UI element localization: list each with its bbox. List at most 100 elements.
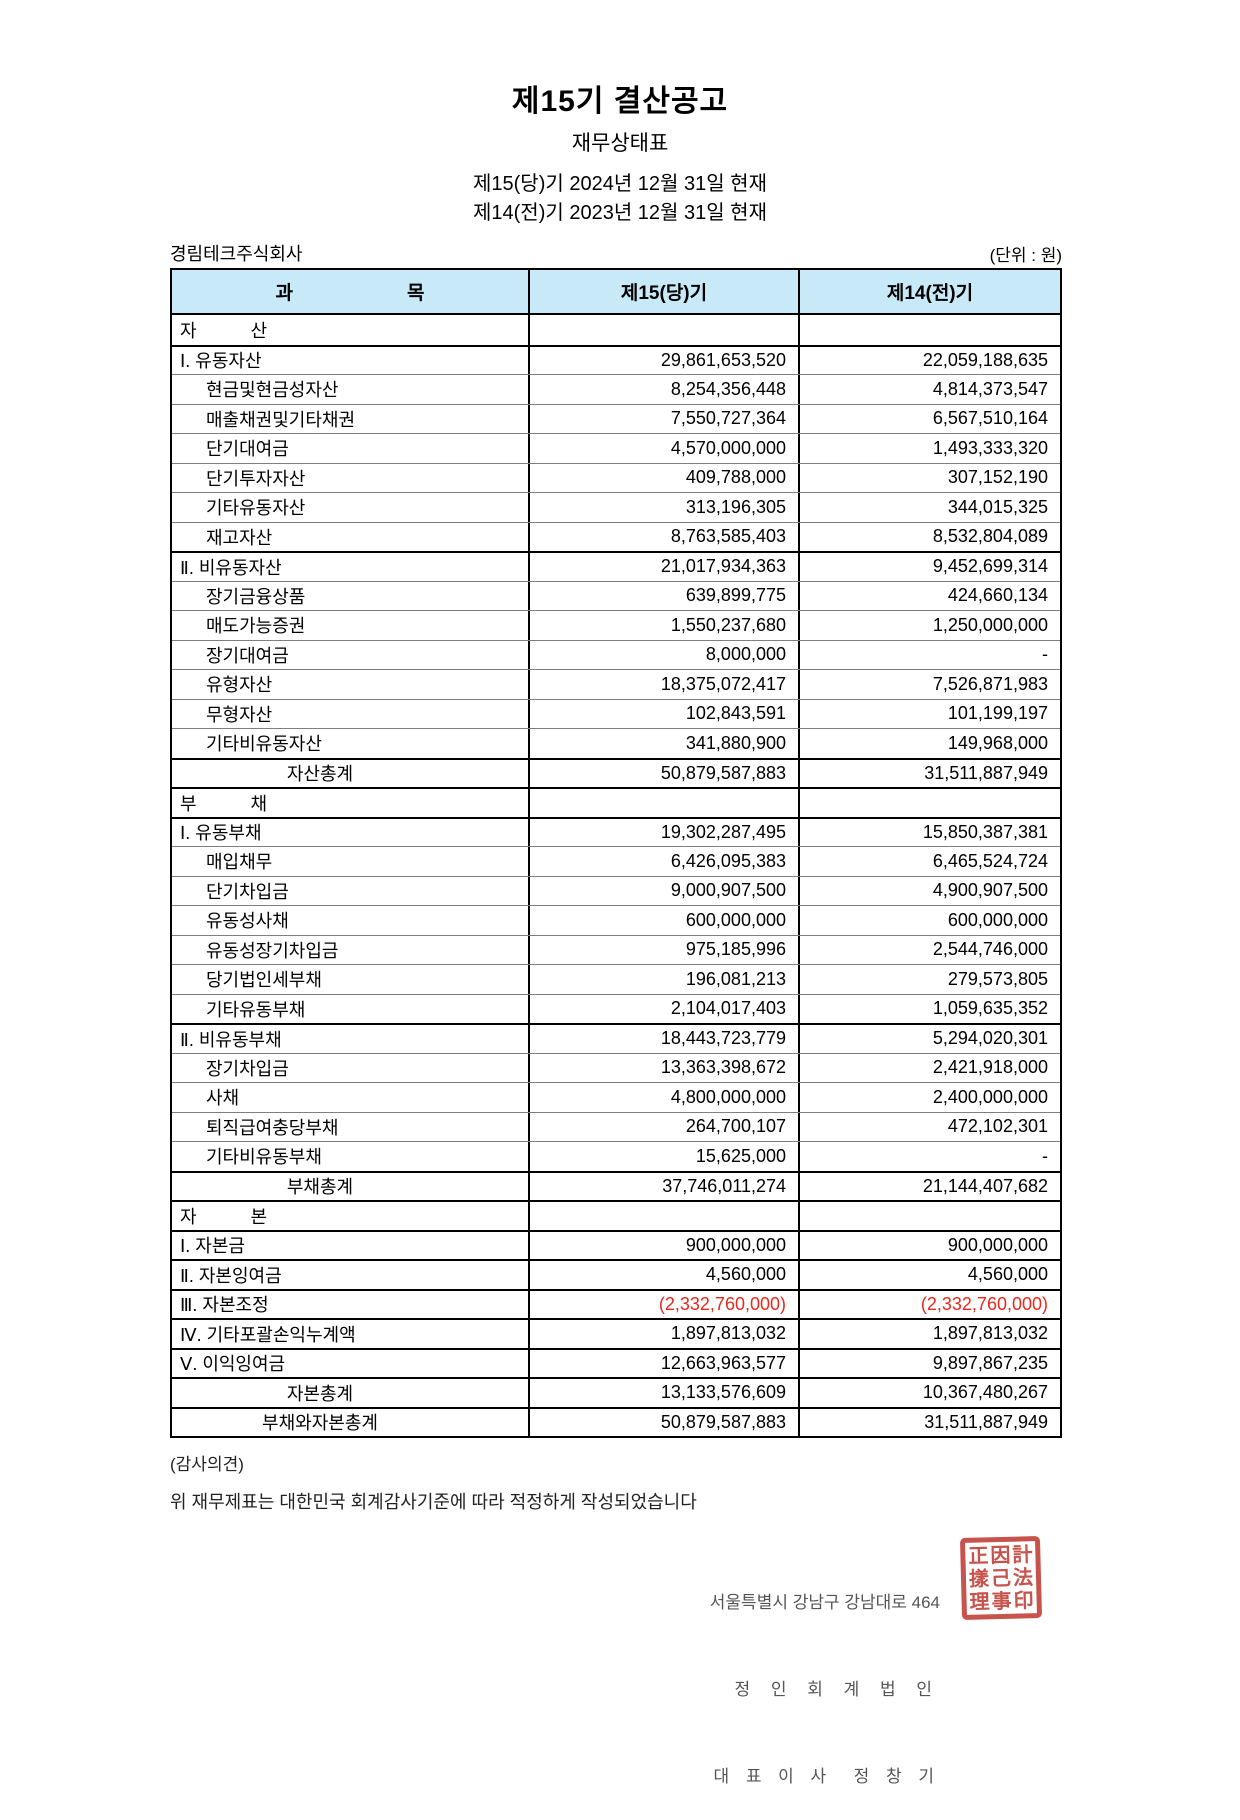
seal-glyph: 法 — [1012, 1565, 1034, 1590]
table-row: Ⅲ. 자본조정 (2,332,760,000) (2,332,760,000) — [172, 1288, 1060, 1318]
audit-opinion-heading: (감사의견) — [170, 1455, 244, 1474]
table-row: 장기금융상품 639,899,775 424,660,134 — [172, 580, 1060, 610]
value-prior-period: 424,660,134 — [798, 581, 1060, 610]
value-prior-period: 600,000,000 — [798, 906, 1060, 935]
value-prior-period: 279,573,805 — [798, 965, 1060, 994]
auditor-ceo-name: 대 표 이 사 정 창 기 — [713, 1767, 940, 1786]
table-row: Ⅳ. 기타포괄손익누계액 1,897,813,032 1,897,813,032 — [172, 1318, 1060, 1348]
financial-table-body: 자 산 Ⅰ. 유동자산 29,861,653,520 22,059,188,635 현금… — [172, 315, 1060, 1436]
auditor-signature-block: 서울특별시 강남구 강남대로 464 정 인 회 계 법 인 대 표 이 사 정… — [710, 1530, 940, 1820]
value-prior-period: - — [798, 640, 1060, 669]
value-prior-period: 101,199,197 — [798, 699, 1060, 728]
corporate-seal: 正因計㨾己法理事印 — [959, 1535, 1043, 1621]
value-prior-period: 6,465,524,724 — [798, 847, 1060, 876]
value-prior-period: 1,250,000,000 — [798, 611, 1060, 640]
value-current-period: 13,133,576,609 — [528, 1379, 798, 1407]
value-prior-period: 2,544,746,000 — [798, 935, 1060, 964]
value-current-period — [528, 789, 798, 817]
row-label: Ⅳ. 기타포괄손익누계액 — [180, 1324, 356, 1345]
value-current-period: 18,375,072,417 — [528, 670, 798, 699]
value-current-period: (2,332,760,000) — [528, 1290, 798, 1318]
row-label: 유동성사채 — [206, 911, 289, 932]
row-label: 부채와자본총계 — [262, 1413, 378, 1434]
table-header-account: 과 목 — [275, 283, 425, 304]
row-label: 단기차입금 — [206, 881, 289, 902]
value-prior-period: 2,421,918,000 — [798, 1053, 1060, 1082]
table-row: 자 본 — [172, 1200, 1060, 1230]
table-meta-row: 경림테크주식회사 (단위 : 원) — [170, 238, 1062, 266]
value-prior-period: 307,152,190 — [798, 463, 1060, 492]
value-current-period: 19,302,287,495 — [528, 818, 798, 846]
row-label: 부채총계 — [286, 1177, 354, 1198]
value-prior-period: (2,332,760,000) — [798, 1290, 1060, 1318]
value-prior-period: 31,511,887,949 — [798, 1408, 1060, 1436]
table-row: 부 채 — [172, 787, 1060, 817]
row-label: 장기차입금 — [206, 1058, 289, 1079]
table-row: Ⅱ. 자본잉여금 4,560,000 4,560,000 — [172, 1259, 1060, 1289]
table-row: 유동성장기차입금 975,185,996 2,544,746,000 — [172, 934, 1060, 964]
row-label: 유형자산 — [206, 675, 273, 696]
seal-glyph: 因 — [990, 1543, 1011, 1568]
seal-glyph: 己 — [990, 1565, 1012, 1591]
auditor-firm-name: 정 인 회 계 법 인 — [734, 1680, 940, 1699]
value-current-period: 21,017,934,363 — [528, 553, 798, 581]
value-prior-period: - — [798, 1142, 1060, 1171]
table-row: 매출채권및기타채권 7,550,727,364 6,567,510,164 — [172, 403, 1060, 433]
table-row: 기타비유동자산 341,880,900 149,968,000 — [172, 728, 1060, 758]
value-current-period: 264,700,107 — [528, 1112, 798, 1141]
row-label: Ⅰ. 유동자산 — [180, 351, 262, 372]
value-current-period: 9,000,907,500 — [528, 876, 798, 905]
value-prior-period: 6,567,510,164 — [798, 404, 1060, 433]
row-label: 유동성장기차입금 — [206, 940, 339, 961]
value-prior-period: 9,897,867,235 — [798, 1349, 1060, 1377]
table-row: 유형자산 18,375,072,417 7,526,871,983 — [172, 669, 1060, 699]
table-row: 매입채무 6,426,095,383 6,465,524,724 — [172, 846, 1060, 876]
value-prior-period: 31,511,887,949 — [798, 759, 1060, 787]
value-prior-period: 2,400,000,000 — [798, 1083, 1060, 1112]
row-label: 재고자산 — [206, 527, 273, 548]
row-label: 매입채무 — [206, 852, 273, 873]
value-prior-period: 4,560,000 — [798, 1261, 1060, 1289]
value-current-period: 1,550,237,680 — [528, 611, 798, 640]
value-current-period: 50,879,587,883 — [528, 1408, 798, 1436]
value-current-period: 18,443,723,779 — [528, 1025, 798, 1053]
value-current-period — [528, 1202, 798, 1230]
value-current-period: 196,081,213 — [528, 965, 798, 994]
value-prior-period: 4,814,373,547 — [798, 375, 1060, 404]
value-current-period: 341,880,900 — [528, 729, 798, 758]
row-label: 무형자산 — [206, 704, 273, 725]
value-prior-period: 9,452,699,314 — [798, 553, 1060, 581]
value-current-period: 600,000,000 — [528, 906, 798, 935]
value-prior-period: 900,000,000 — [798, 1231, 1060, 1259]
table-row: 부채와자본총계 50,879,587,883 31,511,887,949 — [172, 1406, 1060, 1436]
row-label: 자산총계 — [286, 764, 354, 785]
value-prior-period: 472,102,301 — [798, 1112, 1060, 1141]
table-row: 현금및현금성자산 8,254,356,448 4,814,373,547 — [172, 374, 1060, 404]
report-subtitle: 재무상태표 — [571, 132, 669, 155]
table-row: 기타유동자산 313,196,305 344,015,325 — [172, 492, 1060, 522]
value-current-period: 639,899,775 — [528, 581, 798, 610]
table-row: 유동성사채 600,000,000 600,000,000 — [172, 905, 1060, 935]
seal-glyph: 印 — [1013, 1587, 1034, 1613]
value-prior-period: 1,493,333,320 — [798, 434, 1060, 463]
row-label: 부 채 — [180, 793, 268, 814]
row-label: Ⅰ. 유동부채 — [180, 823, 262, 844]
row-label: 매출채권및기타채권 — [206, 409, 356, 430]
table-row: 장기대여금 8,000,000- — [172, 639, 1060, 669]
table-row: 단기차입금 9,000,907,500 4,900,907,500 — [172, 875, 1060, 905]
seal-glyph: 理 — [969, 1588, 990, 1614]
table-row: 단기투자자산 409,788,000 307,152,190 — [172, 462, 1060, 492]
value-current-period: 1,897,813,032 — [528, 1320, 798, 1348]
row-label: 장기대여금 — [206, 645, 289, 666]
table-row: 퇴직급여충당부채 264,700,107 472,102,301 — [172, 1111, 1060, 1141]
value-prior-period: 8,532,804,089 — [798, 522, 1060, 551]
row-label: Ⅰ. 자본금 — [180, 1236, 245, 1257]
seal-glyph: 㨾 — [968, 1566, 990, 1591]
table-row: 부채총계 37,746,011,274 21,144,407,682 — [172, 1170, 1060, 1200]
table-row: 장기차입금 13,363,398,672 2,421,918,000 — [172, 1052, 1060, 1082]
value-current-period: 37,746,011,274 — [528, 1172, 798, 1200]
seal-glyph: 計 — [1012, 1542, 1033, 1568]
value-prior-period: 1,897,813,032 — [798, 1320, 1060, 1348]
value-prior-period: 15,850,387,381 — [798, 818, 1060, 846]
table-row: Ⅱ. 비유동자산 21,017,934,363 9,452,699,314 — [172, 551, 1060, 581]
